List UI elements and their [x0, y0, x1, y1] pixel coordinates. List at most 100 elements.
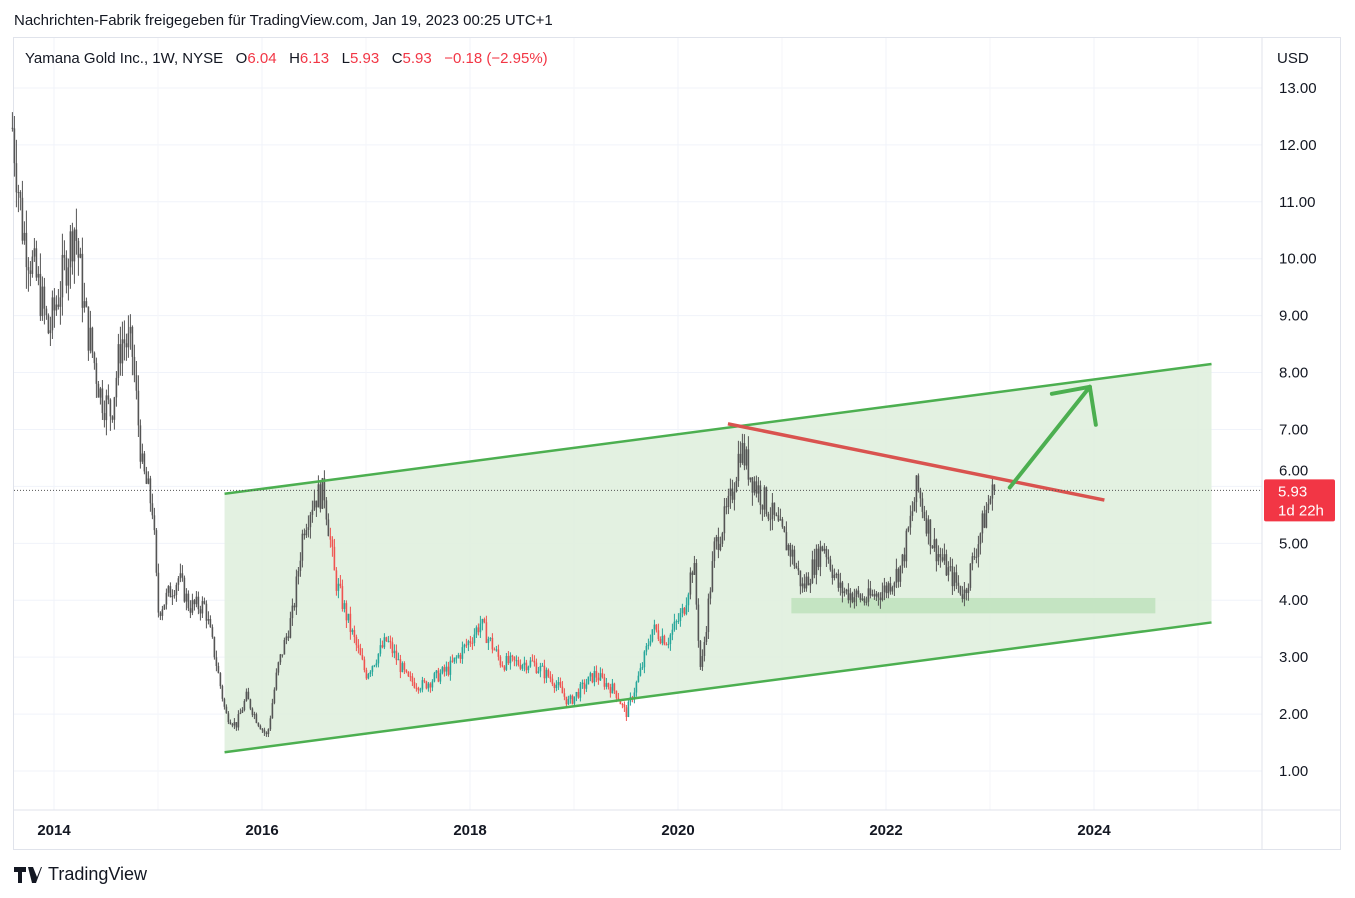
candle-body [197, 596, 200, 610]
candle-body [597, 677, 600, 681]
candle-body [97, 383, 100, 398]
candle-body [419, 689, 422, 691]
candle-body [303, 533, 306, 536]
open-value: 6.04 [247, 50, 277, 67]
candle-body [127, 333, 130, 348]
candle-body [329, 536, 332, 540]
candle-body [875, 593, 878, 597]
candle-body [733, 491, 736, 500]
candle-body [669, 634, 672, 644]
candle-body [549, 676, 552, 679]
candle-body [173, 595, 176, 597]
candle-body [511, 655, 514, 657]
candle-body [311, 509, 314, 515]
candle-body [205, 603, 208, 621]
candle-body [225, 706, 228, 714]
candle-body [413, 682, 416, 688]
candle-body [435, 670, 438, 674]
candle-body [569, 695, 572, 700]
candle-body [987, 503, 990, 510]
candle-body [763, 487, 766, 510]
candle-body [331, 539, 334, 547]
candle-body [971, 556, 974, 564]
candle-body [359, 648, 362, 656]
candle-body [379, 645, 382, 654]
candle-body [583, 682, 586, 689]
candle-body [491, 637, 494, 650]
candle-body [85, 301, 88, 307]
candle-body [711, 561, 714, 592]
candle-body [361, 655, 364, 660]
candle-body [577, 692, 580, 698]
candle-body [407, 671, 410, 677]
candle-body [807, 576, 810, 586]
high-value: 6.13 [299, 50, 330, 67]
candle-body [45, 308, 48, 316]
channel-upper-line [224, 362, 1212, 496]
candle-body [105, 395, 108, 421]
candle-body [885, 585, 888, 594]
candle-body [731, 488, 734, 500]
candle-body [103, 413, 106, 421]
candle-body [943, 554, 946, 561]
candle-body [989, 498, 992, 504]
candle-body [513, 656, 516, 661]
candle-body [633, 692, 636, 700]
tradingview-logo[interactable]: TradingView [14, 864, 147, 885]
candle-body [487, 638, 490, 643]
candle-body [163, 604, 166, 610]
candle-body [641, 667, 644, 669]
symbol-info: Yamana Gold Inc., 1W, NYSE [25, 50, 224, 67]
candles [11, 112, 996, 738]
chart-frame [13, 37, 1341, 850]
candle-body [519, 665, 522, 669]
candle-body [479, 623, 482, 633]
candle-body [611, 683, 614, 694]
candle-body [657, 630, 660, 639]
candle-body [729, 488, 732, 496]
y-tick-label: 9.00 [1279, 308, 1308, 325]
candle-body [747, 449, 750, 480]
candle-body [391, 642, 394, 654]
candle-body [533, 660, 536, 663]
candle-body [685, 605, 688, 615]
candle-body [355, 636, 358, 646]
candle-body [579, 684, 582, 698]
candle-body [257, 722, 260, 726]
candle-body [417, 687, 420, 691]
candle-body [873, 594, 876, 597]
candle-body [627, 701, 630, 718]
candle-body [655, 624, 658, 631]
candle-body [109, 399, 112, 417]
candle-body [255, 714, 258, 723]
candle-body [461, 647, 464, 659]
candle-body [305, 529, 308, 536]
candle-body [667, 643, 670, 645]
candle-body [25, 232, 28, 268]
candle-body [581, 682, 584, 685]
candle-body [521, 665, 524, 669]
candle-body [221, 686, 224, 699]
candle-body [933, 539, 936, 549]
candle-body [363, 659, 366, 671]
candle-body [737, 453, 740, 482]
candle-body [713, 541, 716, 562]
candle-body [29, 270, 32, 274]
candle-body [697, 604, 700, 641]
candle-body [949, 566, 952, 568]
candle-body [31, 256, 34, 274]
candle-body [831, 569, 834, 578]
candle-body [921, 498, 924, 512]
candle-body [125, 343, 128, 348]
candle-body [757, 485, 760, 494]
candle-body [705, 632, 708, 642]
candle-body [229, 722, 232, 725]
candle-body [797, 568, 800, 571]
candle-body [431, 681, 434, 688]
candle-body [373, 665, 376, 667]
candle-body [151, 503, 154, 516]
candle-body [675, 621, 678, 623]
candle-body [871, 594, 874, 596]
candle-body [815, 548, 818, 575]
